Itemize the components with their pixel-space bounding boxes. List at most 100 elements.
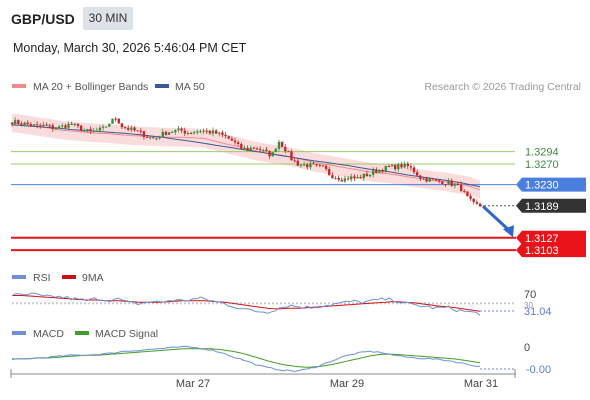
candle-body <box>95 130 98 132</box>
timeframe-badge[interactable]: 30 MIN <box>83 7 133 30</box>
candle-body <box>133 127 136 131</box>
candle-body <box>409 166 413 168</box>
candle-body <box>177 128 180 131</box>
candle-body <box>271 152 274 157</box>
rsi-ma-line <box>12 295 481 312</box>
candle-body <box>441 181 444 185</box>
price-tag-last <box>516 198 586 213</box>
x-tick-label: Mar 27 <box>176 378 210 390</box>
candle-body <box>328 169 331 176</box>
candle-body <box>120 123 124 128</box>
candle-body <box>306 164 309 168</box>
candle-body <box>199 131 202 133</box>
candle-body <box>394 164 397 170</box>
candle-body <box>92 130 95 132</box>
candle-body <box>309 163 312 168</box>
rsi-upper-label: 70 <box>524 289 536 301</box>
macd-legend-label: MACD <box>33 328 64 340</box>
candle-body <box>20 123 23 125</box>
candle-body <box>416 172 419 176</box>
candle-body <box>42 124 45 127</box>
candle-body <box>378 170 381 173</box>
candle-body <box>205 130 208 132</box>
candle-body <box>331 175 334 179</box>
macd-legend-swatch <box>12 331 26 335</box>
candle-body <box>48 125 51 127</box>
candle-body <box>453 184 457 186</box>
candle-body <box>422 178 425 180</box>
macd-line <box>11 345 481 372</box>
candle-body <box>356 177 359 179</box>
candle-body <box>444 184 447 186</box>
candle-body <box>164 131 168 135</box>
candle-body <box>293 160 296 162</box>
candle-body <box>403 163 406 168</box>
macd-current-label: -0.00 <box>526 364 551 376</box>
candle-body <box>375 170 378 173</box>
candle-body <box>83 130 86 132</box>
candle-body <box>334 177 337 179</box>
candle-body <box>368 174 372 177</box>
candle-body <box>23 122 26 125</box>
candle-body <box>406 163 409 167</box>
rsi-current-label: 31.04 <box>524 306 552 318</box>
price-tag-support <box>516 230 586 245</box>
candle-body <box>400 164 403 168</box>
candle-body <box>359 177 362 179</box>
macd-signal-line <box>12 348 481 368</box>
candle-body <box>26 122 29 125</box>
candle-body <box>277 141 281 149</box>
x-tick-label: Mar 31 <box>464 378 498 390</box>
candle-body <box>384 166 387 172</box>
candle-body <box>469 196 472 199</box>
candle-body <box>350 176 353 180</box>
ma20-legend-swatch <box>12 84 26 88</box>
rsi-lower-label: 30 <box>524 301 533 310</box>
candle-body <box>365 173 369 177</box>
candle-body <box>215 130 218 134</box>
candle-body <box>434 179 438 181</box>
forecast-arrow-shaft <box>481 205 511 232</box>
rsi-line <box>11 292 481 316</box>
rsi-legend-label: RSI <box>33 272 51 284</box>
candle-body <box>381 170 384 172</box>
candle-body <box>130 127 133 130</box>
candle-body <box>123 127 127 129</box>
candle-body <box>35 124 39 126</box>
candle-body <box>32 124 36 126</box>
candle-body <box>478 203 482 207</box>
candle-body <box>70 123 73 125</box>
candle-body <box>387 166 391 167</box>
candle-body <box>315 164 318 166</box>
candle-body <box>51 125 54 129</box>
candle-body <box>186 133 190 134</box>
candle-body <box>236 142 240 144</box>
ma50-legend-swatch <box>155 84 169 88</box>
candle-body <box>79 125 83 131</box>
candle-body <box>89 129 92 132</box>
candle-body <box>240 144 243 149</box>
candle-body <box>287 151 290 153</box>
price-tag-pivot <box>516 177 586 192</box>
price-tag-label: 1.3127 <box>525 233 559 245</box>
candle-body <box>274 148 277 153</box>
candle-body <box>460 184 463 192</box>
candle-body <box>249 147 252 151</box>
candle-body <box>340 179 343 182</box>
candle-body <box>221 132 224 135</box>
candle-body <box>73 123 76 125</box>
candle-body <box>224 134 227 137</box>
candle-body <box>419 175 422 179</box>
candle-body <box>29 124 32 126</box>
candle-body <box>108 123 111 127</box>
candle-body <box>337 177 340 180</box>
candle-body <box>463 191 466 193</box>
candle-body <box>98 127 102 131</box>
macd-signal-legend-swatch <box>75 331 89 335</box>
candle-body <box>127 128 130 130</box>
candle-body <box>246 148 249 151</box>
ma50-legend-label: MA 50 <box>175 81 205 93</box>
candle-body <box>174 130 177 132</box>
candle-body <box>101 126 105 128</box>
price-tag-label: 1.3270 <box>525 159 559 171</box>
